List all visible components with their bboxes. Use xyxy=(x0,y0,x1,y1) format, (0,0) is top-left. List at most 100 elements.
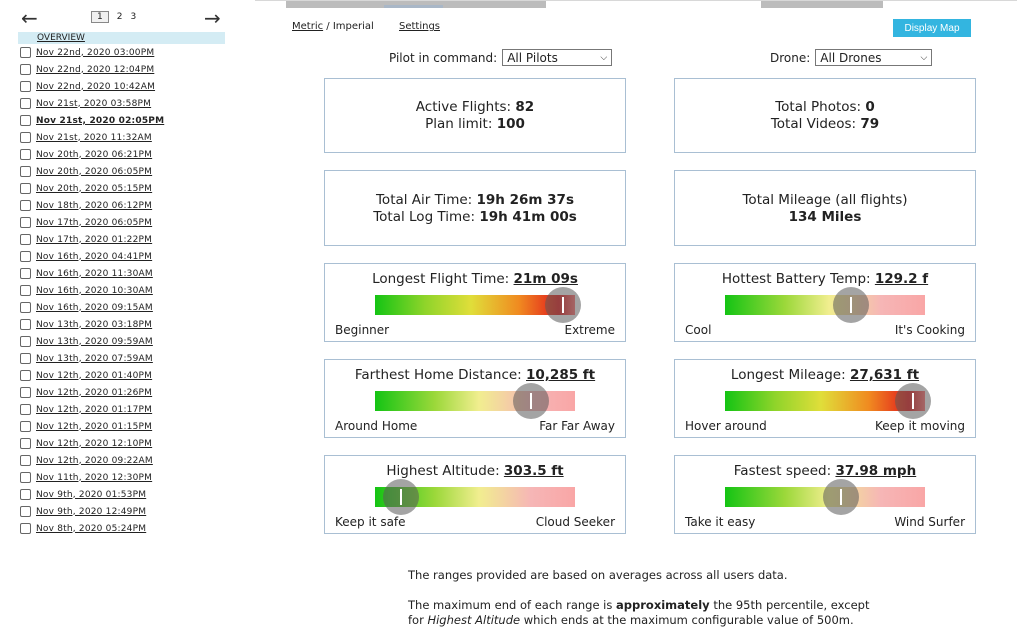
page-3-button[interactable]: 3 xyxy=(130,12,137,22)
plan-limit-value: 100 xyxy=(496,116,525,132)
flight-list-item: Nov 12th, 2020 01:17PM xyxy=(20,401,164,418)
gauge-high-label: Keep it moving xyxy=(874,419,965,433)
flight-checkbox[interactable] xyxy=(20,336,31,347)
gauge-card: Highest Altitude: 303.5 ft Keep it safe Cl… xyxy=(324,455,626,534)
gauge-title: Longest Flight Time: 21m 09s xyxy=(325,271,625,287)
gauge-high-label: Cloud Seeker xyxy=(535,515,615,529)
thumbnail-strip-2 xyxy=(761,1,883,8)
gauge-high-label: Wind Surfer xyxy=(894,515,965,529)
flight-checkbox[interactable] xyxy=(20,47,31,58)
flight-link[interactable]: Nov 17th, 2020 06:05PM xyxy=(36,217,153,228)
flight-checkbox[interactable] xyxy=(20,489,31,500)
flight-checkbox[interactable] xyxy=(20,98,31,109)
flight-checkbox[interactable] xyxy=(20,149,31,160)
flight-checkbox[interactable] xyxy=(20,387,31,398)
flight-checkbox[interactable] xyxy=(20,404,31,415)
flight-checkbox[interactable] xyxy=(20,166,31,177)
flight-checkbox[interactable] xyxy=(20,523,31,534)
flight-link[interactable]: Nov 22nd, 2020 10:42AM xyxy=(36,81,156,92)
flight-link[interactable]: Nov 21st, 2020 03:58PM xyxy=(36,98,152,109)
air-time-value: 19h 26m 37s xyxy=(476,192,574,208)
gauge-title: Hottest Battery Temp: 129.2 f xyxy=(675,271,975,287)
drone-select-value: All Drones xyxy=(820,50,882,65)
flight-checkbox[interactable] xyxy=(20,183,31,194)
flight-link[interactable]: Nov 13th, 2020 09:59AM xyxy=(36,336,153,347)
flight-link[interactable]: Nov 20th, 2020 06:21PM xyxy=(36,149,153,160)
gauge-value: 10,285 ft xyxy=(526,367,596,383)
flight-link[interactable]: Nov 9th, 2020 01:53PM xyxy=(36,489,147,500)
flight-link[interactable]: Nov 11th, 2020 12:30PM xyxy=(36,472,153,483)
flight-link[interactable]: Nov 12th, 2020 01:40PM xyxy=(36,370,153,381)
mileage-label: Total Mileage (all flights) xyxy=(742,192,908,208)
flight-link[interactable]: Nov 12th, 2020 01:15PM xyxy=(36,421,153,432)
flight-checkbox[interactable] xyxy=(20,438,31,449)
flight-checkbox[interactable] xyxy=(20,234,31,245)
flight-link[interactable]: Nov 17th, 2020 01:22PM xyxy=(36,234,153,245)
pilot-select[interactable]: All Pilots ⌵ xyxy=(502,49,613,66)
flight-link[interactable]: Nov 12th, 2020 01:17PM xyxy=(36,404,153,415)
imperial-label[interactable]: Imperial xyxy=(332,21,374,32)
flight-link[interactable]: Nov 16th, 2020 11:30AM xyxy=(36,268,153,279)
flight-checkbox[interactable] xyxy=(20,506,31,517)
overview-link[interactable]: OVERVIEW xyxy=(18,32,225,44)
flight-checkbox[interactable] xyxy=(20,472,31,483)
flight-list-item: Nov 9th, 2020 01:53PM xyxy=(20,486,164,503)
gauge-knob xyxy=(545,287,581,323)
display-map-button[interactable]: Display Map xyxy=(893,19,971,37)
flight-link[interactable]: Nov 13th, 2020 07:59AM xyxy=(36,353,153,364)
flight-checkbox[interactable] xyxy=(20,353,31,364)
page-2-button[interactable]: 2 xyxy=(116,12,123,22)
flight-checkbox[interactable] xyxy=(20,421,31,432)
flight-link[interactable]: Nov 18th, 2020 06:12PM xyxy=(36,200,153,211)
altitude-note: for Highest Altitude which ends at the m… xyxy=(408,613,854,628)
flight-link[interactable]: Nov 22nd, 2020 12:04PM xyxy=(36,64,155,75)
flight-link[interactable]: Nov 16th, 2020 10:30AM xyxy=(36,285,153,296)
flight-checkbox[interactable] xyxy=(20,217,31,228)
flight-link[interactable]: Nov 16th, 2020 04:41PM xyxy=(36,251,153,262)
flight-link[interactable]: Nov 9th, 2020 12:49PM xyxy=(36,506,147,517)
flight-list-item: Nov 17th, 2020 06:05PM xyxy=(20,214,164,231)
flight-list-item: Nov 12th, 2020 12:10PM xyxy=(20,435,164,452)
total-photos-label: Total Photos: xyxy=(775,99,862,115)
flight-link[interactable]: Nov 20th, 2020 05:15PM xyxy=(36,183,153,194)
flight-checkbox[interactable] xyxy=(20,115,31,126)
flight-checkbox[interactable] xyxy=(20,81,31,92)
flight-checkbox[interactable] xyxy=(20,64,31,75)
flight-list-item: Nov 12th, 2020 01:15PM xyxy=(20,418,164,435)
gauge-title-label: Fastest speed: xyxy=(733,463,836,479)
settings-link[interactable]: Settings xyxy=(399,21,441,32)
flight-link[interactable]: Nov 13th, 2020 03:18PM xyxy=(36,319,153,330)
flight-checkbox[interactable] xyxy=(20,370,31,381)
gauge-title-label: Longest Mileage: xyxy=(730,367,850,383)
flight-checkbox[interactable] xyxy=(20,285,31,296)
flight-link[interactable]: Nov 16th, 2020 09:15AM xyxy=(36,302,153,313)
flight-link[interactable]: Nov 12th, 2020 09:22AM xyxy=(36,455,153,466)
flight-link[interactable]: Nov 21st, 2020 02:05PM xyxy=(36,115,165,126)
flight-link[interactable]: Nov 12th, 2020 01:26PM xyxy=(36,387,153,398)
flight-list-item: Nov 13th, 2020 03:18PM xyxy=(20,316,164,333)
flight-link[interactable]: Nov 20th, 2020 06:05PM xyxy=(36,166,153,177)
flight-checkbox[interactable] xyxy=(20,455,31,466)
flight-link[interactable]: Nov 21st, 2020 11:32AM xyxy=(36,132,152,143)
flight-checkbox[interactable] xyxy=(20,302,31,313)
gauge-low-label: Keep it safe xyxy=(335,515,406,529)
flight-checkbox[interactable] xyxy=(20,268,31,279)
flight-checkbox[interactable] xyxy=(20,132,31,143)
flight-checkbox[interactable] xyxy=(20,251,31,262)
drone-select[interactable]: All Drones ⌵ xyxy=(815,49,933,66)
flight-list-item: Nov 9th, 2020 12:49PM xyxy=(20,503,164,520)
metric-link[interactable]: Metric xyxy=(292,21,324,32)
gauge-value: 37.98 mph xyxy=(835,463,917,479)
note-text-c: the 95th percentile, except xyxy=(709,598,870,612)
arrow-right-icon[interactable]: → xyxy=(204,6,221,30)
flight-link[interactable]: Nov 8th, 2020 05:24PM xyxy=(36,523,147,534)
flight-checkbox[interactable] xyxy=(20,319,31,330)
flight-link[interactable]: Nov 22nd, 2020 03:00PM xyxy=(36,47,155,58)
unit-toggle: Metric / Imperial xyxy=(292,21,374,32)
gauge-card: Longest Mileage: 27,631 ft Hover around Ke… xyxy=(674,359,976,438)
flight-checkbox[interactable] xyxy=(20,200,31,211)
flight-link[interactable]: Nov 12th, 2020 12:10PM xyxy=(36,438,153,449)
page-1-button[interactable]: 1 xyxy=(91,11,109,23)
gauge-value: 129.2 f xyxy=(874,271,929,287)
arrow-left-icon[interactable]: ← xyxy=(21,6,38,30)
